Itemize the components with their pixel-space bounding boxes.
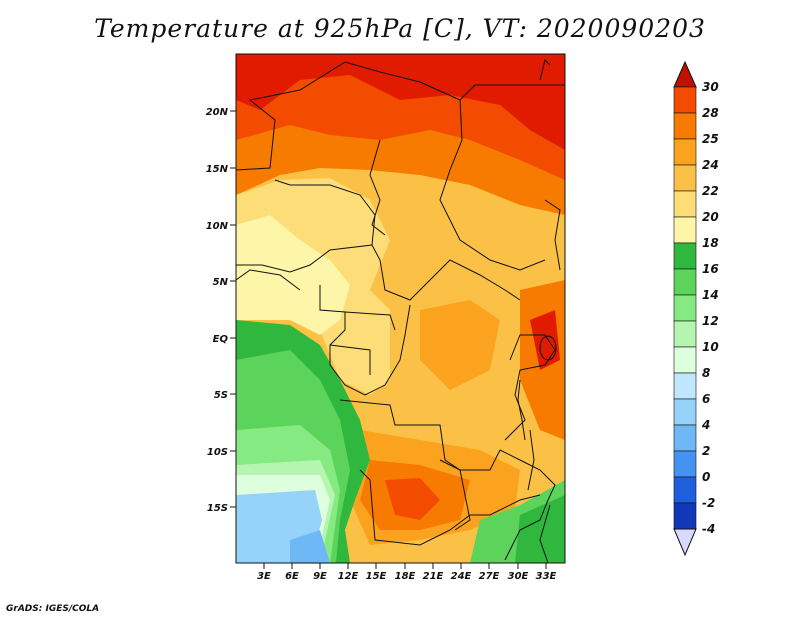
field-30-north [236,54,565,150]
lakes [517,335,557,491]
colorbar-label: 10 [702,340,719,354]
colorbar-bin [673,164,697,192]
colorbar-label: 22 [702,184,719,198]
lat-tick: EQ [213,334,236,345]
colorbar-label: 30 [702,80,719,94]
lon-tick-label: 9E [313,571,327,582]
colorbar-bin [673,502,697,530]
colorbar-label: 8 [702,366,710,380]
lon-tick: 3E [257,563,271,582]
colorbar-bin [673,138,697,166]
lon-tick: 24E [451,563,472,582]
colorbar-label: 18 [702,236,719,250]
lon-tick-label: 18E [395,571,416,582]
lon-tick: 12E [338,563,359,582]
lat-tick-label: 20N [206,107,229,118]
colorbar-label: 25 [702,132,719,146]
lon-tick: 21E [423,563,444,582]
colorbar-bin [673,86,697,114]
colorbar-bin [673,190,697,218]
colorbar-label: 20 [702,210,719,224]
colorbar: 30 28 25 24 22 20 18 16 14 12 10 8 6 4 2… [673,60,719,557]
colorbar-label: 16 [702,262,719,276]
colorbar-bin [673,372,697,400]
lat-tick-label: 10N [206,221,229,232]
lon-tick-label: 24E [451,571,472,582]
lon-tick-label: 21E [423,571,444,582]
colorbar-label: 6 [702,392,710,406]
colorbar-label: 12 [702,314,719,328]
lon-tick: 27E [479,563,500,582]
field-4-6-ocean [290,530,330,563]
colorbar-label: 28 [702,106,719,120]
lat-tick: 5N [213,277,236,288]
colorbar-bin [673,398,697,426]
lat-tick: 15N [206,164,236,175]
lat-tick-label: 15S [207,503,228,514]
lon-tick-label: 30E [508,571,529,582]
lon-tick-label: 27E [479,571,500,582]
lat-tick: 10N [206,221,236,232]
colorbar-top-arrow [673,60,697,88]
lat-axis: 20N 15N 10N 5N EQ 5S 10S 15S [206,107,236,514]
colorbar-label: 2 [702,444,710,458]
lon-tick: 6E [285,563,299,582]
lon-tick: 15E [366,563,387,582]
field-24-25-center [420,300,500,390]
country-borders [236,59,565,563]
chart-title: Temperature at 925hPa [C], VT: 202009020… [94,14,706,43]
lat-tick: 5S [214,390,236,401]
lat-tick-label: 15N [206,164,229,175]
colorbar-bin [673,476,697,504]
colorbar-bin [673,294,697,322]
field-18-20-west [236,215,350,335]
lon-tick: 30E [508,563,529,582]
map-frame [235,53,566,564]
colorbar-bin [673,450,697,478]
lat-tick-label: 5S [214,390,228,401]
lon-tick-label: 33E [536,571,557,582]
colorbar-bin [673,112,697,140]
colorbar-bin [673,268,697,296]
colorbar-label: 4 [701,418,710,432]
lon-tick-label: 6E [285,571,299,582]
temperature-field [236,54,565,563]
lat-tick-label: 10S [207,447,228,458]
lon-axis: 3E 6E 9E 12E 15E 18E 21E 24E 27E 30E 33E [257,563,557,582]
colorbar-bin [673,346,697,374]
field-28-30-south [385,478,440,520]
lon-tick-label: 12E [338,571,359,582]
field-30-east [530,310,560,370]
lon-tick: 33E [536,563,557,582]
lat-tick: 20N [206,107,236,118]
colorbar-bin [673,320,697,348]
lat-tick-label: 5N [213,277,229,288]
colorbar-label: 24 [702,158,719,172]
field-16-18-southeast [515,495,565,563]
colorbar-bin [673,424,697,452]
footer-credit: GrADS: IGES/COLA [6,604,100,614]
lon-tick-label: 15E [366,571,387,582]
colorbar-bin [673,216,697,244]
colorbar-label: -2 [702,496,715,510]
lat-tick: 15S [207,503,236,514]
colorbar-label: 14 [702,288,719,302]
lat-tick: 10S [207,447,236,458]
colorbar-bin [673,242,697,270]
lat-tick-label: EQ [213,334,229,345]
lon-tick: 18E [395,563,416,582]
lon-tick-label: 3E [257,571,271,582]
colorbar-label: 0 [702,470,710,484]
colorbar-bottom-arrow [673,528,697,557]
colorbar-label: -4 [702,522,715,536]
lon-tick: 9E [313,563,327,582]
